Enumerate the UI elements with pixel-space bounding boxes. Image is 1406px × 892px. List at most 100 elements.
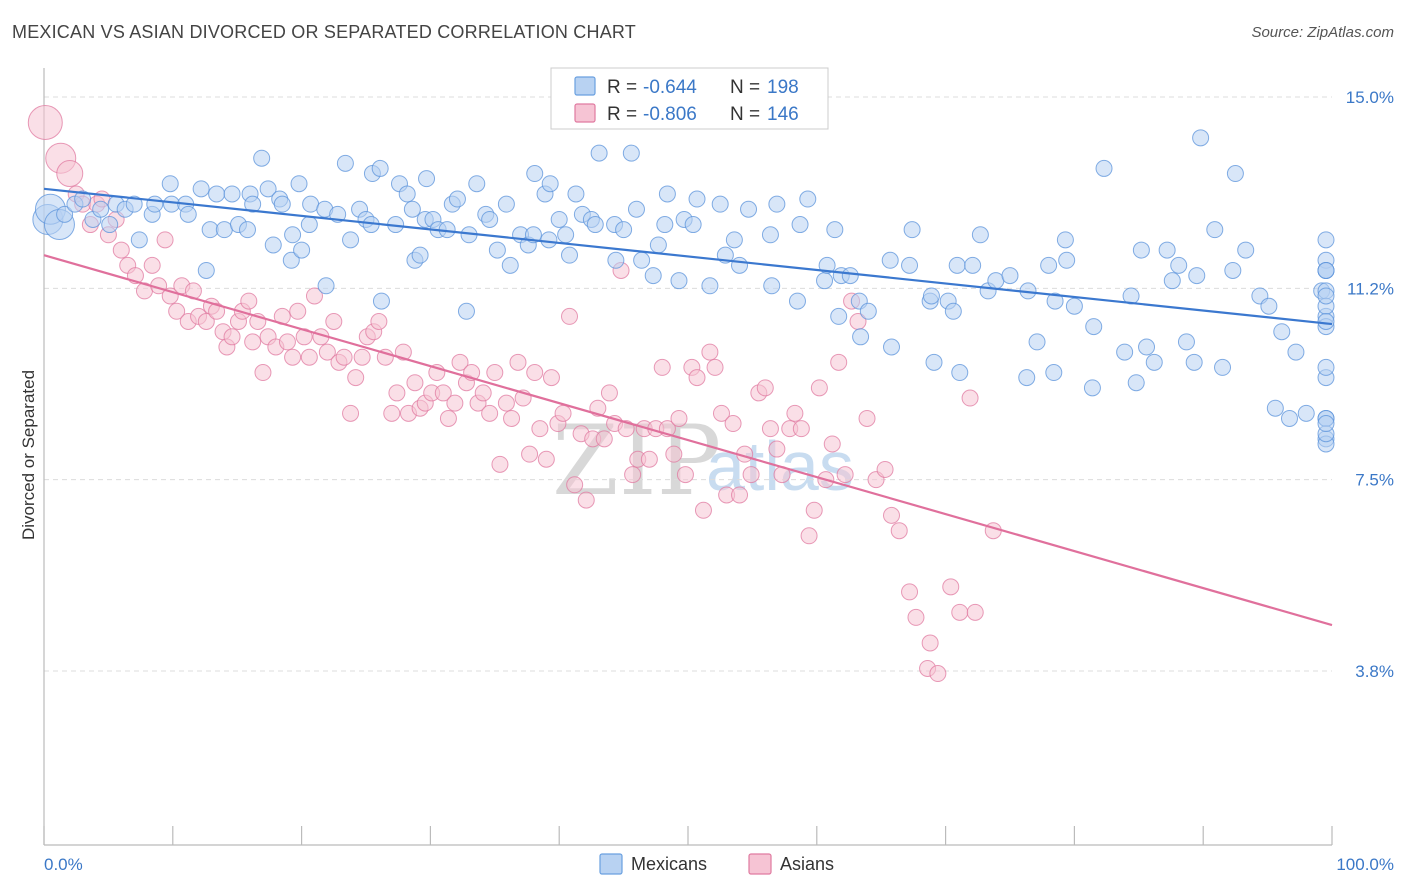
point-asians	[542, 369, 560, 387]
point-mexicans	[163, 195, 181, 213]
point-mexicans	[1260, 297, 1278, 315]
point-asians	[942, 578, 960, 596]
point-mexicans	[497, 195, 515, 213]
legend-n-label-mexicans: N =	[730, 77, 760, 98]
bottom-legend-swatch-asians	[748, 853, 772, 875]
point-asians	[406, 374, 424, 392]
point-mexicans	[1185, 353, 1203, 371]
point-mexicans	[922, 287, 940, 305]
x-axis-max-label: 100.0%	[1336, 855, 1394, 874]
trend-line-asians	[43, 254, 1333, 627]
point-asians	[756, 379, 774, 397]
point-mexicans	[125, 195, 143, 213]
point-mexicans	[987, 272, 1005, 290]
point-asians	[961, 389, 979, 407]
point-mexicans	[615, 221, 633, 239]
y-axis-title: Divorced or Separated	[19, 370, 38, 540]
point-asians	[300, 348, 318, 366]
point-asians	[244, 333, 262, 351]
point-asians	[342, 404, 360, 422]
point-mexicans	[816, 272, 834, 290]
point-asians	[223, 328, 241, 346]
legend-n-value-mexicans: 198	[767, 77, 799, 98]
point-asians	[883, 506, 901, 524]
point-asians	[966, 603, 984, 621]
point-mexicans	[590, 144, 608, 162]
point-mexicans	[1028, 333, 1046, 351]
point-mexicans	[541, 175, 559, 193]
point-mexicans	[883, 338, 901, 356]
point-asians	[526, 364, 544, 382]
point-mexicans	[317, 277, 335, 295]
point-mexicans	[398, 185, 416, 203]
point-mexicans	[701, 277, 719, 295]
point-mexicans	[273, 195, 291, 213]
point-mexicans	[1188, 267, 1206, 285]
chart-title: MEXICAN VS ASIAN DIVORCED OR SEPARATED C…	[12, 22, 636, 42]
point-asians	[836, 466, 854, 484]
point-asians	[521, 445, 539, 463]
point-asians	[706, 358, 724, 376]
point-asians	[383, 404, 401, 422]
point-mexicans	[1206, 221, 1224, 239]
point-asians	[370, 312, 388, 330]
point-mexicans	[1317, 231, 1335, 249]
point-mexicans	[1065, 297, 1083, 315]
point-mexicans	[711, 195, 729, 213]
chart-source: Source: ZipAtlas.com	[1251, 24, 1394, 41]
point-asians	[830, 353, 848, 371]
point-mexicans	[146, 195, 164, 213]
point-mexicans	[731, 256, 749, 274]
point-mexicans	[284, 226, 302, 244]
point-mexicans	[1056, 231, 1074, 249]
point-asians	[876, 460, 894, 478]
point-mexicans	[633, 251, 651, 269]
point-asians	[434, 384, 452, 402]
trend-line-mexicans	[43, 187, 1333, 326]
point-mexicans	[1045, 364, 1063, 382]
point-asians	[600, 384, 618, 402]
point-mexicans	[1317, 287, 1335, 305]
point-asians	[901, 583, 919, 601]
point-mexicans	[1046, 292, 1064, 310]
point-asians	[761, 420, 779, 438]
point-asians	[951, 603, 969, 621]
point-mexicans	[192, 180, 210, 198]
point-mexicans	[658, 185, 676, 203]
point-asians	[278, 333, 296, 351]
legend-n-value-asians: 146	[767, 104, 799, 125]
point-mexicans	[253, 149, 271, 167]
point-mexicans	[1273, 323, 1291, 341]
point-mexicans	[540, 231, 558, 249]
point-asians	[768, 440, 786, 458]
point-mexicans	[948, 256, 966, 274]
point-mexicans	[290, 175, 308, 193]
point-mexicans	[763, 277, 781, 295]
point-mexicans	[1158, 241, 1176, 259]
point-asians	[561, 307, 579, 325]
point-mexicans	[550, 210, 568, 228]
point-asians	[640, 450, 658, 468]
point-mexicans	[411, 246, 429, 264]
point-mexicans	[481, 210, 499, 228]
point-mexicans	[1226, 165, 1244, 183]
x-ticks	[43, 826, 1333, 845]
point-mexicans	[649, 236, 667, 254]
point-asians	[491, 455, 509, 473]
point-asians	[388, 384, 406, 402]
point-mexicans	[567, 185, 585, 203]
point-asians	[890, 522, 908, 540]
point-mexicans	[971, 226, 989, 244]
point-asians	[731, 486, 749, 504]
point-mexicans	[1177, 333, 1195, 351]
point-mexicans	[799, 190, 817, 208]
point-mexicans	[903, 221, 921, 239]
point-asians	[742, 466, 760, 484]
point-mexicans	[418, 170, 436, 188]
point-asians	[474, 384, 492, 402]
y-tick-label: 15.0%	[1346, 88, 1394, 107]
point-mexicans	[1132, 241, 1150, 259]
point-mexicans	[101, 216, 119, 234]
point-mexicans	[342, 231, 360, 249]
